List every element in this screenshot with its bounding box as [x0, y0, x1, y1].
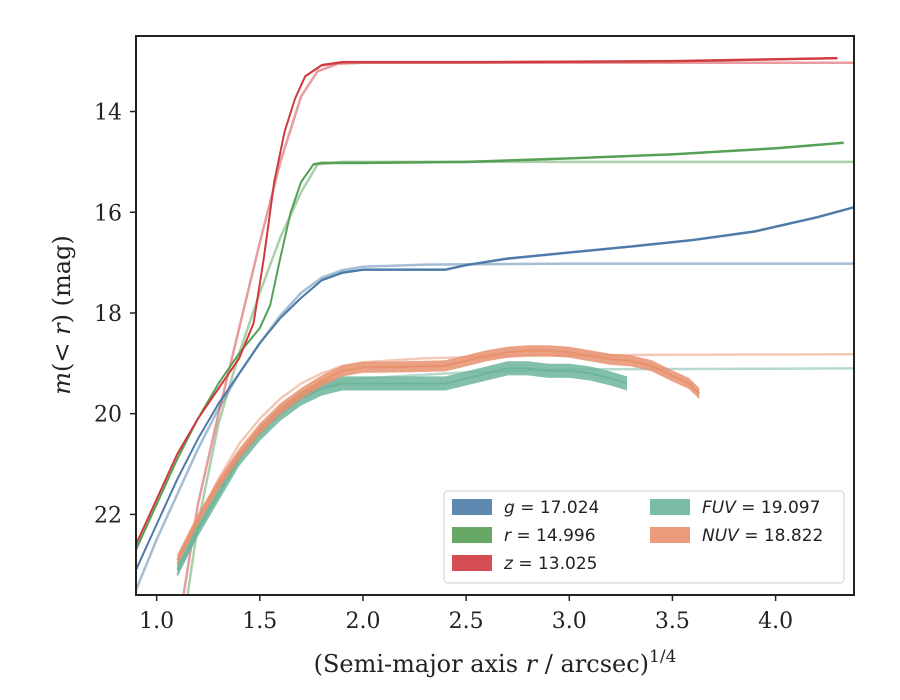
x-tick-label: 1.5: [242, 609, 277, 634]
x-axis-label: (Semi-major axis r / arcsec)1/4: [314, 647, 677, 678]
data-line-g: [136, 206, 854, 571]
legend-label-z: z = 13.025: [503, 554, 597, 574]
data-line-z: [136, 57, 838, 546]
y-axis: 14 16 18 20 22: [94, 101, 136, 528]
x-tick-label: 3.5: [655, 609, 690, 634]
model-line-g: [136, 262, 854, 591]
y-axis-label: m(< r) (mag): [48, 235, 76, 395]
x-tick-label: 2.0: [345, 609, 380, 634]
y-tick-label: 16: [94, 201, 122, 226]
x-axis: 1.0 1.5 2.0 2.5 3.0 3.5 4.0: [139, 595, 793, 634]
x-tick-label: 2.5: [449, 609, 484, 634]
plot-area: [136, 56, 854, 595]
legend-label-r: r = 14.996: [504, 526, 596, 546]
legend-swatch-r: [452, 527, 492, 543]
legend: g = 17.024 FUV = 19.097 r = 14.996 NUV = 18…: [443, 490, 845, 584]
x-tick-label: 1.0: [139, 609, 174, 634]
data-band-NUV: [177, 345, 700, 566]
legend-box: [443, 490, 845, 584]
data-line-NUV: [176, 349, 700, 561]
x-tick-label: 4.0: [758, 609, 793, 634]
y-tick-label: 20: [94, 403, 122, 428]
plot-frame: [135, 35, 855, 596]
legend-label-FUV: FUV = 19.097: [702, 498, 820, 518]
data-band-z: [136, 56, 838, 546]
legend-swatch-z: [452, 555, 492, 571]
legend-label-NUV: NUV = 18.822: [702, 526, 823, 546]
x-tick-label: 3.0: [552, 609, 587, 634]
legend-label-g: g = 17.024: [504, 498, 599, 518]
legend-swatch-FUV: [650, 499, 690, 515]
y-tick-label: 14: [94, 101, 122, 126]
legend-swatch-NUV: [650, 527, 690, 543]
y-tick-label: 22: [94, 503, 122, 528]
legend-swatch-g: [452, 499, 492, 515]
y-tick-label: 18: [94, 302, 122, 327]
